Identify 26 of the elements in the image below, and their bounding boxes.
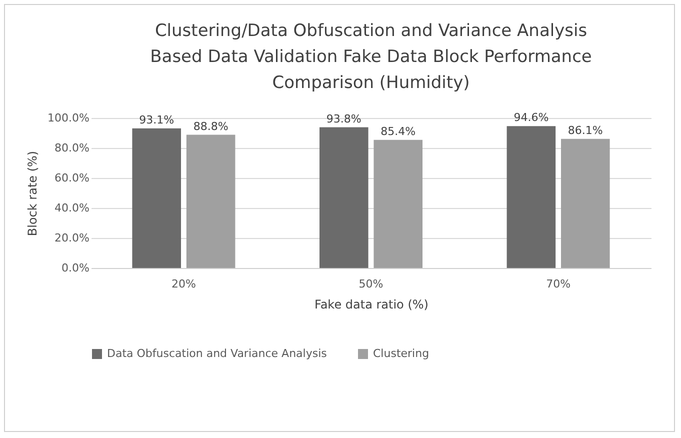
x-tick-label: 20% xyxy=(171,278,196,290)
bar xyxy=(374,140,423,268)
bar xyxy=(319,127,368,268)
y-tick-label: 40.0% xyxy=(54,202,90,214)
bar xyxy=(506,126,556,268)
data-label: 93.1% xyxy=(139,113,174,126)
y-tick-label: 20.0% xyxy=(54,232,90,244)
data-label: 88.8% xyxy=(193,120,228,133)
y-tick-label: 80.0% xyxy=(54,142,90,154)
y-tick-label: 60.0% xyxy=(54,172,90,184)
legend-label: Clustering xyxy=(373,347,430,360)
data-label: 85.4% xyxy=(380,124,416,138)
x-tick-label: 70% xyxy=(546,278,571,290)
bar xyxy=(561,138,610,268)
data-label: 93.8% xyxy=(326,112,362,126)
data-label: 86.1% xyxy=(568,124,603,137)
legend-label: Data Obfuscation and Variance Analysis xyxy=(107,347,328,360)
x-tick-label: 50% xyxy=(358,278,384,290)
bar xyxy=(132,128,181,268)
y-tick-label: 100.0% xyxy=(48,112,90,124)
x-axis-title: Fake data ratio (%) xyxy=(314,298,428,312)
y-axis-title: Block rate (%) xyxy=(26,150,40,236)
chart-title: Clustering/Data Obfuscation and Variance Analysis Based Data Validation Fake Data Block Performance Comparison (Humidity) xyxy=(150,21,592,93)
y-tick-label: 0.0% xyxy=(62,262,90,274)
data-label: 94.6% xyxy=(514,111,549,124)
bar xyxy=(186,134,236,268)
